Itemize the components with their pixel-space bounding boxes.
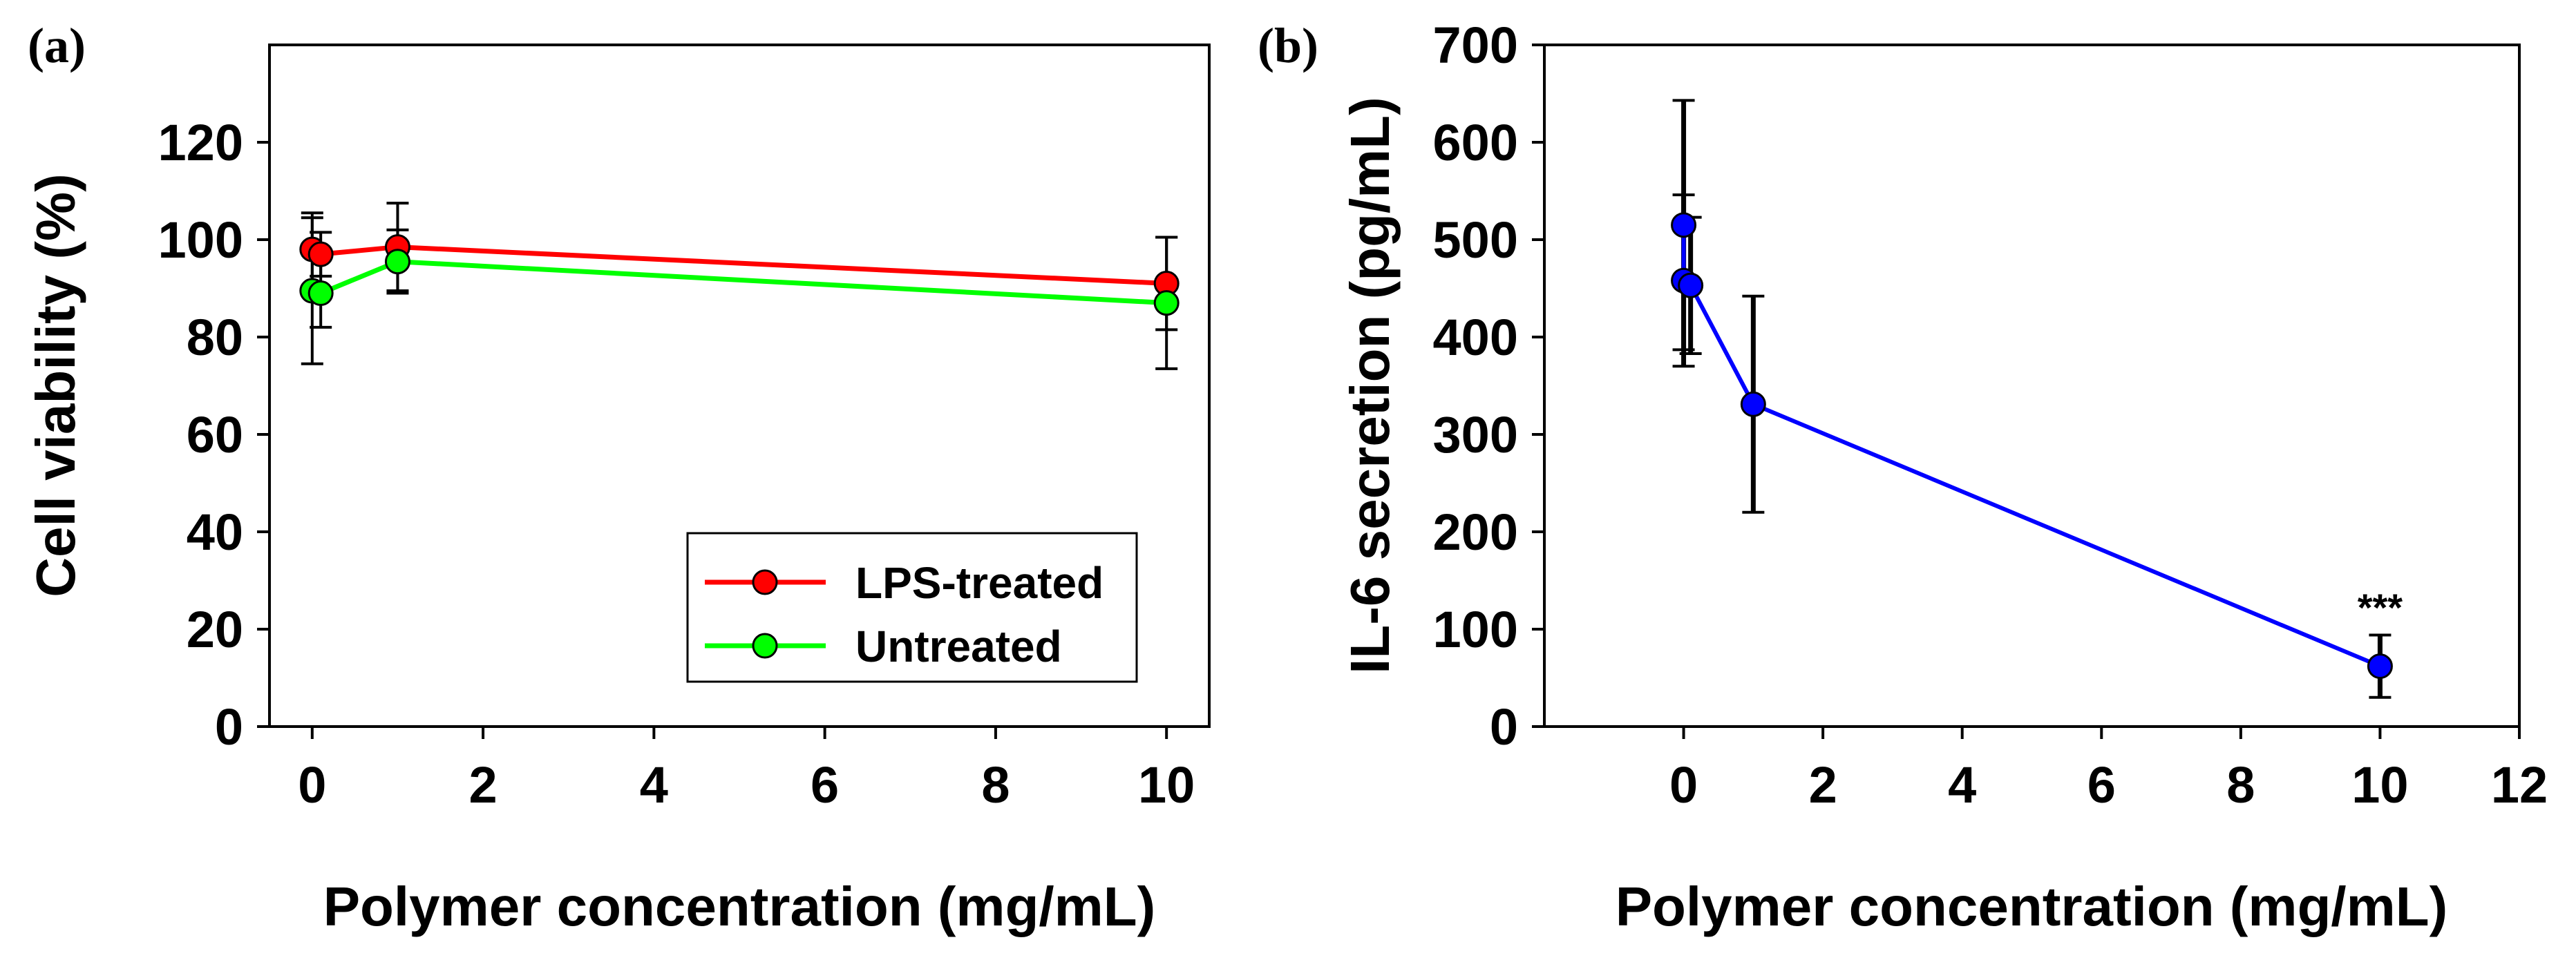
panel-a-error-bars [301, 202, 1178, 370]
x-tick-label: 2 [469, 756, 498, 814]
y-tick-label: 200 [1433, 503, 1518, 561]
legend-marker-lps-treated [752, 569, 778, 595]
x-tick-label: 0 [298, 756, 326, 814]
y-tick-label: 400 [1433, 309, 1518, 366]
x-tick-label: 12 [2491, 756, 2548, 814]
y-tick-label: 80 [187, 309, 243, 366]
x-tick-label: 0 [1669, 756, 1698, 814]
series-line-untreated [311, 259, 1167, 306]
panel-b-label: (b) [1258, 18, 1318, 73]
x-tick-label: 10 [2351, 756, 2408, 814]
panel-b-annotations: *** [2358, 586, 2403, 629]
panel-b-series-lines [1681, 224, 2381, 669]
y-tick-label: 100 [158, 211, 243, 269]
panel-a-x-axis-title: Polymer concentration (mg/mL) [323, 876, 1156, 937]
data-point [384, 249, 410, 275]
y-tick-label: 120 [158, 114, 243, 171]
x-tick-label: 10 [1138, 756, 1195, 814]
data-point [2367, 653, 2393, 680]
panel-a-markers [299, 234, 1180, 316]
y-tick-label: 300 [1433, 406, 1518, 463]
panel-b-y-axis: 0 100 200 300 400 500 600 700 [1433, 17, 1544, 756]
legend-label-untreated: Untreated [855, 622, 1062, 671]
panel-b-plot-frame [1543, 44, 2521, 728]
panel-a-y-axis-title: Cell viability (%) [25, 173, 86, 597]
y-tick-label: 0 [215, 698, 243, 756]
y-tick-label: 60 [187, 406, 243, 463]
y-tick-label: 0 [1490, 698, 1518, 756]
series-line-il-6 [1681, 224, 2381, 669]
x-tick-label: 2 [1809, 756, 1837, 814]
data-point [1740, 391, 1766, 417]
panel-b: (b) 0 100 200 300 400 500 600 700 0 2 4 6 8 10 12 ***… [1258, 17, 2548, 937]
x-tick-label: 8 [981, 756, 1010, 814]
panel-b-y-axis-title: IL-6 secretion (pg/mL) [1339, 97, 1401, 674]
panel-a-y-axis: 0 20 40 60 80 100 120 [158, 114, 269, 756]
data-point [1671, 212, 1697, 238]
data-point [307, 241, 334, 267]
y-tick-label: 700 [1433, 17, 1518, 74]
y-tick-label: 600 [1433, 114, 1518, 171]
panel-a-label: (a) [28, 18, 86, 73]
data-point [1153, 290, 1180, 316]
y-tick-label: 40 [187, 503, 243, 561]
panel-a: (a) 0 20 40 60 80 100 120 0 2 4 6 8 10 LPS-treated … [25, 18, 1211, 937]
panel-b-error-bars [1672, 99, 2392, 699]
data-point [1678, 272, 1704, 298]
panel-a-x-axis: 0 2 4 6 8 10 [298, 727, 1195, 814]
panel-b-x-axis-title: Polymer concentration (mg/mL) [1616, 876, 2448, 937]
y-tick-label: 100 [1433, 601, 1518, 658]
x-tick-label: 4 [1948, 756, 1976, 814]
x-tick-label: 6 [2087, 756, 2116, 814]
panel-b-x-axis: 0 2 4 6 8 10 12 [1669, 727, 2548, 814]
panel-a-series-lines [311, 244, 1167, 306]
x-tick-label: 6 [811, 756, 839, 814]
legend-marker-untreated [752, 633, 778, 659]
panel-a-plot-frame [268, 44, 1211, 728]
x-tick-label: 8 [2226, 756, 2255, 814]
panel-b-markers [1671, 212, 2393, 680]
legend-label-lps-treated: LPS-treated [855, 558, 1104, 608]
y-tick-label: 20 [187, 601, 243, 658]
y-tick-label: 500 [1433, 211, 1518, 269]
x-tick-label: 4 [640, 756, 668, 814]
data-point [307, 280, 334, 307]
panel-a-legend: LPS-treated Untreated [686, 532, 1138, 683]
significance-annotation: *** [2358, 586, 2403, 629]
